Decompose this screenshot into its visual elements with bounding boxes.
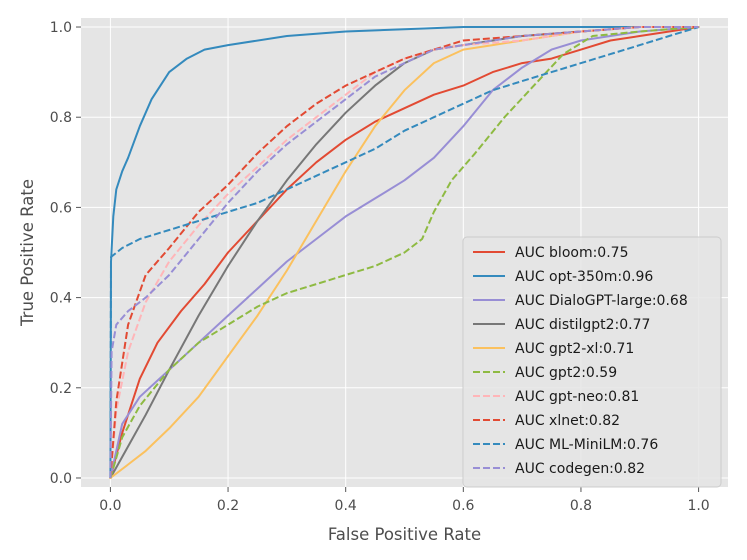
tick-labels: 0.0 0.2 0.4 0.6 0.8 1.0 0.0 0.2 0.4 0.6 0.8 1.0 <box>50 20 710 514</box>
series-line-1 <box>109 26 700 479</box>
x-tick-label: 0.4 <box>335 498 357 514</box>
x-tick-label: 0.8 <box>570 498 592 514</box>
series-line-5 <box>109 26 699 479</box>
legend-label-6: AUC gpt-neo:0.81 <box>515 389 639 405</box>
series-lines <box>109 26 700 479</box>
legend-label-4: AUC gpt2-xl:0.71 <box>515 341 634 357</box>
legend-label-8: AUC ML-MiniLM:0.76 <box>515 437 658 453</box>
series-line-6 <box>109 26 699 479</box>
x-tick-label: 0.2 <box>217 498 239 514</box>
legend-label-9: AUC codegen:0.82 <box>515 461 645 477</box>
y-tick-label: 0.0 <box>50 471 72 487</box>
x-tick-label: 0.0 <box>99 498 121 514</box>
y-tick-label: 0.8 <box>50 110 72 126</box>
legend-box <box>462 236 722 488</box>
series-line-8 <box>109 26 699 479</box>
y-tick-label: 0.4 <box>50 291 72 307</box>
x-axis-label: False Positive Rate <box>328 525 481 544</box>
legend-label-3: AUC distilgpt2:0.77 <box>515 317 650 333</box>
y-tick-label: 0.2 <box>50 381 72 397</box>
series-line-2 <box>109 26 700 479</box>
series-line-0 <box>109 26 700 479</box>
x-tick-label: 1.0 <box>687 498 709 514</box>
legend-label-1: AUC opt-350m:0.96 <box>515 269 653 285</box>
y-tick-label: 0.6 <box>50 200 72 216</box>
series-line-4 <box>109 26 700 479</box>
y-tick-label: 1.0 <box>50 20 72 36</box>
legend-label-0: AUC bloom:0.75 <box>515 245 628 261</box>
x-tick-label: 0.6 <box>452 498 474 514</box>
legend-label-2: AUC DialoGPT-large:0.68 <box>515 293 688 309</box>
legend-label-7: AUC xlnet:0.82 <box>515 413 620 429</box>
y-axis-label: True Positive Rate <box>18 179 37 327</box>
legend: AUC bloom:0.75 AUC opt-350m:0.96 AUC Dialo… <box>462 236 722 488</box>
legend-label-5: AUC gpt2:0.59 <box>515 365 617 381</box>
series-line-9 <box>109 26 699 479</box>
